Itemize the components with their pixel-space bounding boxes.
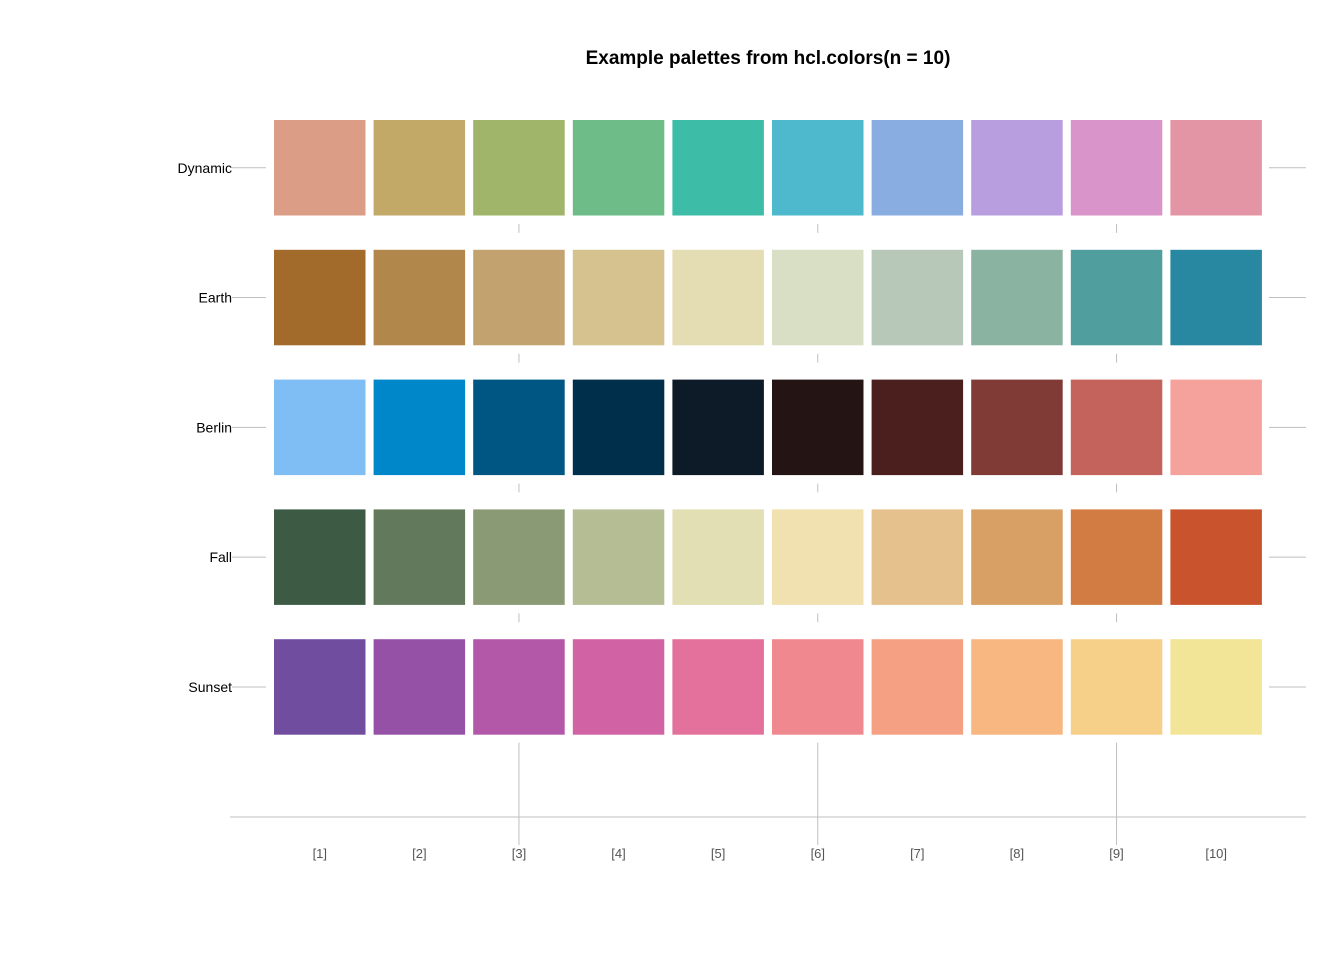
swatch [373,249,466,346]
swatch [1070,120,1163,216]
swatch [373,509,466,605]
swatch [373,120,466,216]
swatch [871,379,964,476]
column-label: [7] [910,846,924,861]
swatch [971,509,1063,605]
swatch [1070,639,1163,735]
swatch [473,509,565,605]
swatch [672,639,764,735]
swatch-grid [274,120,1262,735]
swatch [672,120,764,216]
swatch [871,639,964,735]
column-label: [10] [1205,846,1227,861]
swatch [572,639,665,735]
swatch [1170,120,1262,216]
swatch [572,509,665,605]
swatch [871,249,964,346]
swatch [772,249,864,346]
swatch [971,120,1063,216]
swatch [1170,509,1262,605]
column-label: [1] [313,846,327,861]
swatch [572,120,665,216]
swatch [274,379,366,476]
column-label: [9] [1109,846,1123,861]
swatch [1070,249,1163,346]
column-label: [6] [811,846,825,861]
column-label: [8] [1010,846,1024,861]
swatch [772,639,864,735]
swatch [274,249,366,346]
swatch [1170,379,1262,476]
swatch [274,120,366,216]
swatch [572,249,665,346]
swatch [971,639,1063,735]
swatch [274,639,366,735]
swatch [1170,639,1262,735]
column-labels: [1] [2] [3] [4] [5] [6] [7] [8] [9] [10] [313,846,1227,861]
swatch [473,249,565,346]
swatch [871,509,964,605]
swatch [871,120,964,216]
palette-label: Berlin [196,419,232,435]
swatch [373,379,466,476]
swatch [772,120,864,216]
column-label: [2] [412,846,426,861]
palette-label: Sunset [188,679,232,695]
chart-title: Example palettes from hcl.colors(n = 10) [586,48,951,69]
palette-label: Earth [199,290,232,306]
swatch [473,379,565,476]
guide-lines [230,167,1306,845]
palette-label: Dynamic [178,160,232,176]
palette-label: Fall [209,549,232,565]
swatch [672,379,764,476]
swatch [1070,509,1163,605]
column-label: [5] [711,846,725,861]
swatch [572,379,665,476]
palette-labels: Dynamic Earth Berlin Fall Sunset [178,160,233,695]
swatch [971,379,1063,476]
swatch [1070,379,1163,476]
swatch [1170,249,1262,346]
swatch [772,379,864,476]
swatch [672,249,764,346]
column-label: [4] [611,846,625,861]
swatch [772,509,864,605]
swatch [672,509,764,605]
column-label: [3] [512,846,526,861]
swatch [274,509,366,605]
swatch [473,120,565,216]
swatch [373,639,466,735]
swatch [473,639,565,735]
swatch [971,249,1063,346]
